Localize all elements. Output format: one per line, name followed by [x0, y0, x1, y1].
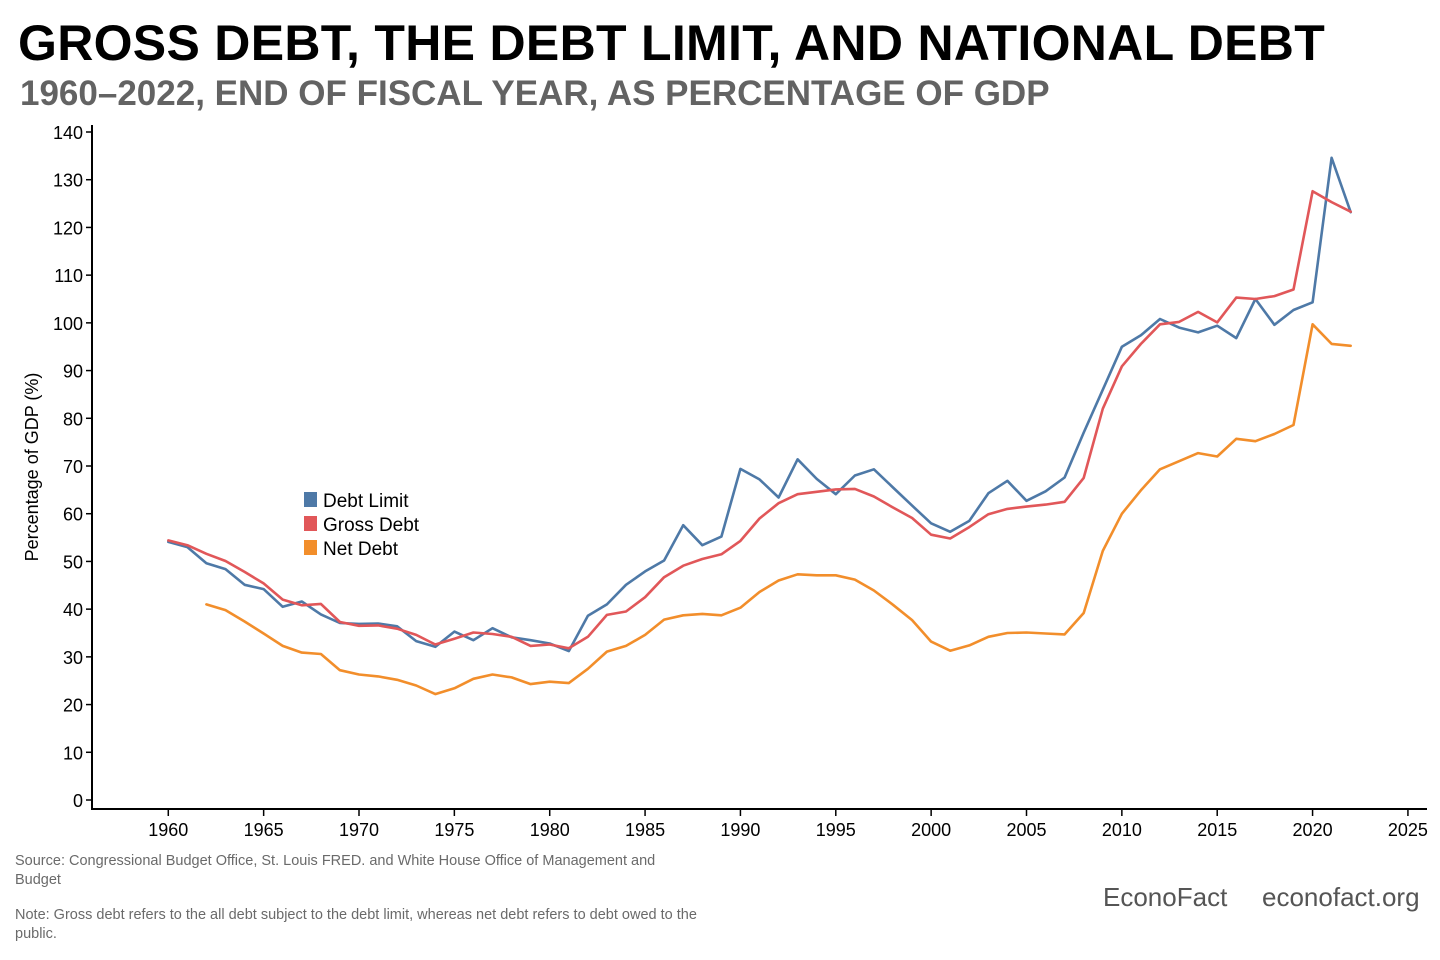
y-tick-label: 110	[54, 266, 83, 286]
x-tick-label: 2025	[1388, 820, 1428, 840]
y-tick-label: 80	[63, 409, 83, 429]
x-tick-label: 2010	[1102, 820, 1142, 840]
x-tick-label: 2000	[911, 820, 951, 840]
x-tick-label: 1965	[244, 820, 284, 840]
legend-label-net-debt: Net Debt	[323, 539, 399, 560]
y-tick-label: 130	[53, 171, 83, 191]
y-tick-label: 0	[73, 791, 83, 811]
series-line-net-debt	[205, 322, 1352, 696]
x-tick-label: 1970	[339, 820, 379, 840]
legend-label-gross-debt: Gross Debt	[323, 515, 420, 536]
site-url: econofact.org	[1262, 882, 1420, 912]
y-tick-label: 40	[63, 600, 83, 620]
series-line-debt-limit	[167, 156, 1352, 653]
legend-swatch-debt-limit	[304, 492, 317, 507]
x-tick-label: 1985	[625, 820, 665, 840]
y-ticks: 0 10 20 30 40 50 60 70 80 90 100 110 120 130 140	[53, 123, 92, 811]
y-tick-label: 30	[63, 648, 83, 668]
x-tick-label: 1990	[720, 820, 760, 840]
x-tick-label: 1960	[148, 820, 188, 840]
chart-title: GROSS DEBT, THE DEBT LIMIT, AND NATIONAL…	[18, 15, 1326, 71]
y-tick-label: 90	[63, 362, 83, 382]
series-lines	[167, 156, 1352, 696]
y-tick-label: 70	[63, 457, 83, 477]
y-tick-label: 120	[53, 218, 83, 238]
y-tick-label: 10	[63, 743, 83, 763]
legend-label-debt-limit: Debt Limit	[323, 491, 409, 512]
x-ticks: 1960 1965 1970 1975 1980 1985 1990 1995 2000 2005…	[148, 809, 1428, 840]
y-tick-label: 100	[53, 314, 83, 334]
x-tick-label: 2015	[1197, 820, 1237, 840]
y-axis-label: Percentage of GDP (%)	[22, 373, 42, 562]
definition-note: Note: Gross debt refers to the all debt …	[15, 907, 697, 942]
y-tick-label: 20	[63, 696, 83, 716]
x-tick-label: 2005	[1006, 820, 1046, 840]
y-tick-label: 140	[53, 123, 83, 143]
x-tick-label: 2020	[1293, 820, 1333, 840]
x-tick-label: 1995	[816, 820, 856, 840]
chart-axes	[91, 125, 1427, 810]
x-tick-label: 1975	[434, 820, 474, 840]
source-note: Source: Congressional Budget Office, St.…	[15, 853, 656, 888]
series-line-gross-debt	[167, 189, 1352, 650]
x-tick-label: 1980	[530, 820, 570, 840]
y-tick-label: 50	[63, 552, 83, 572]
brand-name: EconoFact	[1103, 882, 1228, 912]
legend-swatch-gross-debt	[304, 516, 317, 531]
legend-swatch-net-debt	[304, 540, 317, 555]
chart-subtitle: 1960–2022, END OF FISCAL YEAR, AS PERCEN…	[20, 74, 1050, 113]
legend: Debt Limit Gross Debt Net Debt	[304, 491, 420, 560]
y-tick-label: 60	[63, 505, 83, 525]
